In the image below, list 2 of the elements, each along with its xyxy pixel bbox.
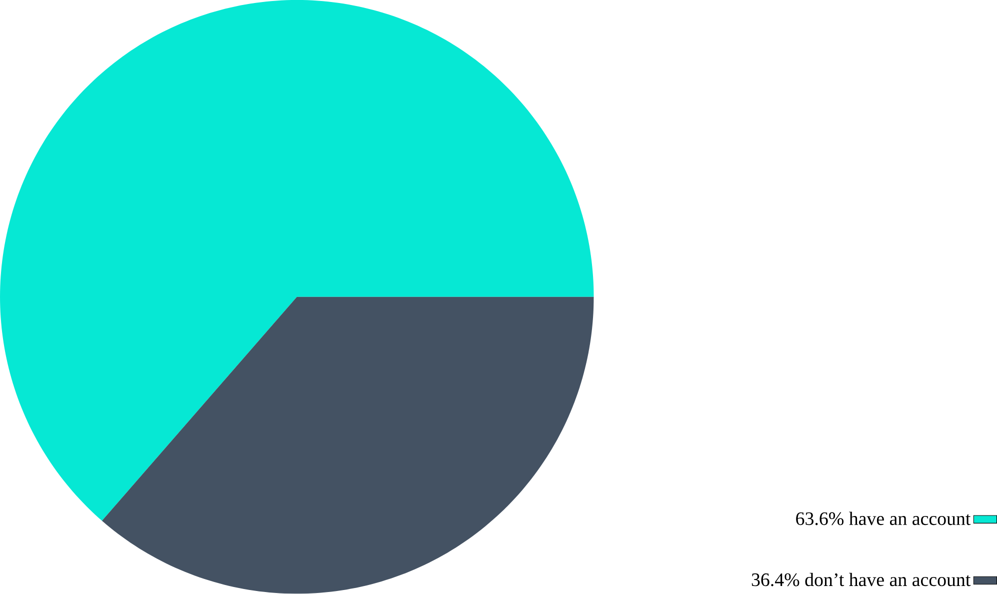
legend-label: 36.4% don’t have an account: [752, 572, 971, 586]
legend-label: 63.6% have an account: [796, 512, 971, 526]
